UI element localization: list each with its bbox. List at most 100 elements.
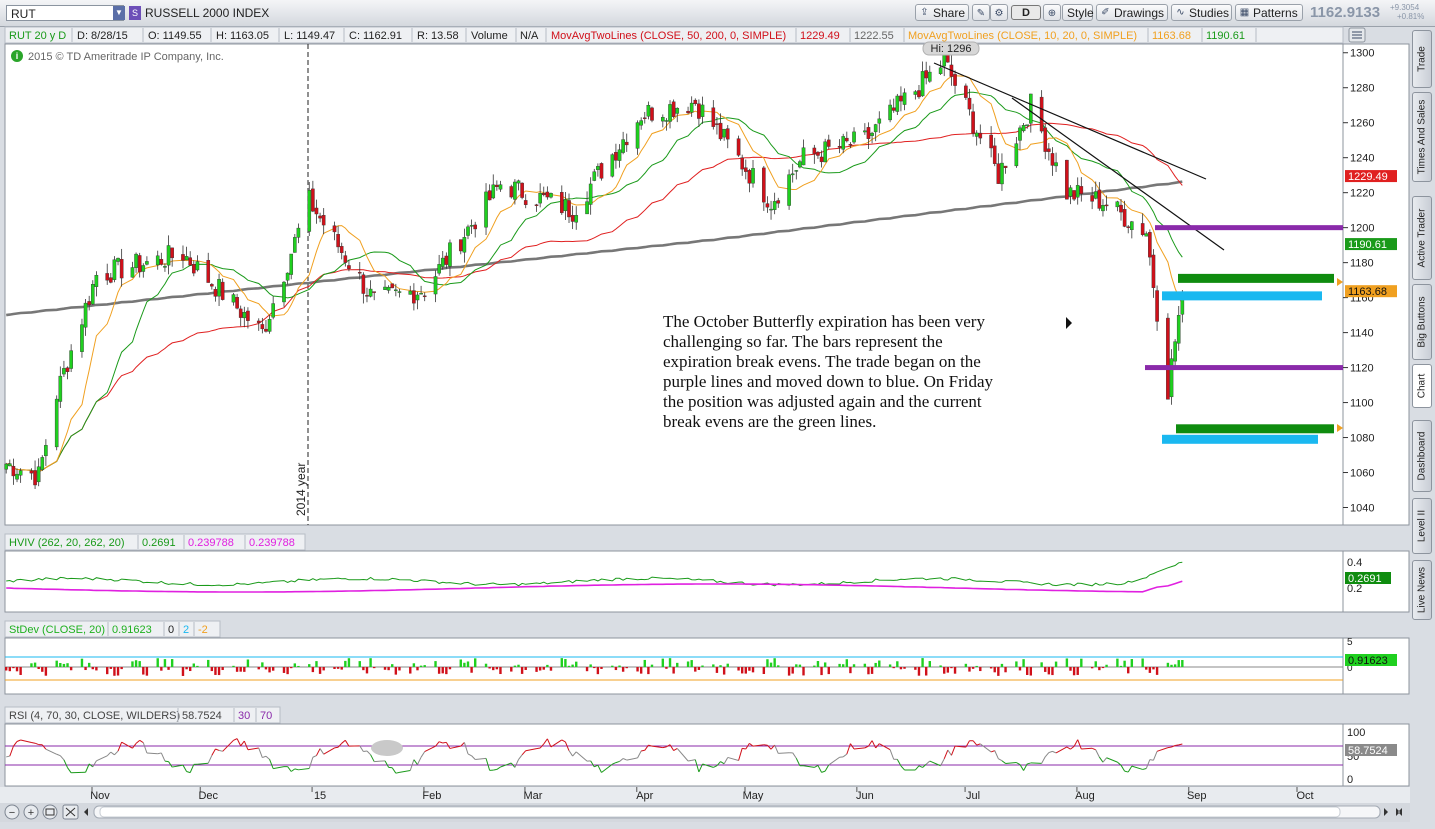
candle[interactable] (845, 131, 849, 143)
candle[interactable] (498, 180, 503, 192)
candle[interactable] (8, 459, 12, 467)
candle[interactable] (137, 252, 142, 278)
candle[interactable] (513, 179, 517, 205)
candle[interactable] (599, 162, 604, 181)
share-button[interactable]: ⇪ Share (915, 4, 969, 21)
candle[interactable] (343, 250, 348, 267)
candle[interactable] (1075, 177, 1080, 205)
candle[interactable] (1068, 185, 1073, 205)
candle[interactable] (646, 101, 651, 120)
candle[interactable] (192, 260, 196, 277)
candle[interactable] (873, 123, 878, 142)
candle[interactable] (549, 192, 553, 199)
candle[interactable] (289, 253, 294, 280)
candle[interactable] (686, 106, 690, 115)
zoom-button[interactable]: ⊕ (1043, 4, 1061, 21)
candle[interactable] (722, 128, 726, 141)
candle[interactable] (90, 280, 95, 306)
symbol-input[interactable]: RUT (6, 5, 124, 21)
candle[interactable] (545, 186, 550, 200)
candle[interactable] (711, 100, 716, 130)
candle[interactable] (238, 305, 243, 327)
candle[interactable] (736, 135, 741, 157)
candle[interactable] (1101, 199, 1105, 217)
candle[interactable] (210, 283, 214, 290)
candle[interactable] (574, 206, 579, 230)
side-tab-dashboard[interactable]: Dashboard (1412, 420, 1432, 492)
candle[interactable] (866, 122, 871, 149)
candle[interactable] (195, 255, 200, 272)
fit-icon[interactable] (42, 804, 58, 820)
candle[interactable] (762, 165, 766, 211)
candle[interactable] (964, 83, 968, 100)
candle[interactable] (433, 270, 438, 303)
side-tab-big-buttons[interactable]: Big Buttons (1412, 284, 1432, 360)
candle[interactable] (321, 208, 326, 235)
candle[interactable] (293, 233, 297, 253)
candle[interactable] (383, 280, 387, 290)
rsi-highlight[interactable] (371, 740, 403, 756)
candle[interactable] (740, 154, 744, 176)
side-tab-times-and-sales[interactable]: Times And Sales (1412, 92, 1432, 182)
candle[interactable] (899, 86, 903, 112)
period-button[interactable]: D (1011, 5, 1041, 20)
candle[interactable] (650, 106, 654, 123)
candle[interactable] (94, 271, 99, 297)
candle[interactable] (635, 120, 640, 155)
candle[interactable] (801, 139, 806, 166)
studies-button[interactable]: ∿ Studies (1171, 4, 1232, 21)
hviv-panel[interactable] (4, 550, 1344, 613)
break-even-bar-green[interactable] (1176, 424, 1334, 434)
candle[interactable] (823, 138, 827, 163)
symbol-dropdown-icon[interactable]: ▼ (113, 6, 125, 20)
candle[interactable] (509, 184, 514, 199)
candle[interactable] (119, 248, 124, 287)
side-tab-trade[interactable]: Trade (1412, 30, 1432, 88)
candle[interactable] (1104, 195, 1109, 211)
candle[interactable] (787, 169, 791, 210)
candle[interactable] (841, 133, 846, 154)
candle[interactable] (318, 212, 322, 223)
candle[interactable] (80, 318, 84, 358)
candle[interactable] (495, 180, 499, 191)
candle[interactable] (725, 125, 730, 149)
candle[interactable] (588, 177, 593, 215)
candle[interactable] (538, 183, 542, 208)
candle[interactable] (837, 139, 842, 154)
candle[interactable] (444, 252, 449, 269)
candle[interactable] (65, 366, 70, 380)
candle[interactable] (1173, 339, 1177, 367)
rsi-panel[interactable] (4, 723, 1344, 787)
candle[interactable] (700, 96, 705, 124)
candle[interactable] (462, 228, 467, 263)
candle[interactable] (953, 70, 957, 94)
price-panel[interactable] (4, 43, 1344, 526)
candle[interactable] (112, 256, 117, 283)
candle[interactable] (357, 261, 362, 280)
candle[interactable] (473, 221, 478, 238)
candle[interactable] (58, 366, 63, 408)
candle[interactable] (296, 223, 301, 244)
candle[interactable] (585, 191, 589, 215)
candle[interactable] (794, 170, 799, 180)
candle[interactable] (466, 224, 470, 240)
candle[interactable] (938, 60, 943, 75)
candle[interactable] (109, 273, 113, 284)
candle[interactable] (69, 344, 73, 373)
candle[interactable] (917, 85, 921, 99)
candle[interactable] (570, 205, 575, 230)
candle[interactable] (267, 314, 272, 334)
candle[interactable] (206, 252, 211, 283)
candle[interactable] (621, 131, 625, 155)
candle[interactable] (264, 320, 268, 333)
candle[interactable] (368, 280, 373, 298)
scroll-left-icon[interactable] (84, 808, 88, 816)
candle[interactable] (408, 285, 413, 295)
candle[interactable] (87, 295, 91, 311)
candle[interactable] (1097, 182, 1102, 211)
candle[interactable] (559, 185, 564, 215)
candles[interactable] (4, 48, 1185, 489)
side-tab-chart[interactable]: Chart (1412, 364, 1432, 408)
candle[interactable] (1003, 165, 1008, 174)
candle[interactable] (307, 182, 312, 236)
